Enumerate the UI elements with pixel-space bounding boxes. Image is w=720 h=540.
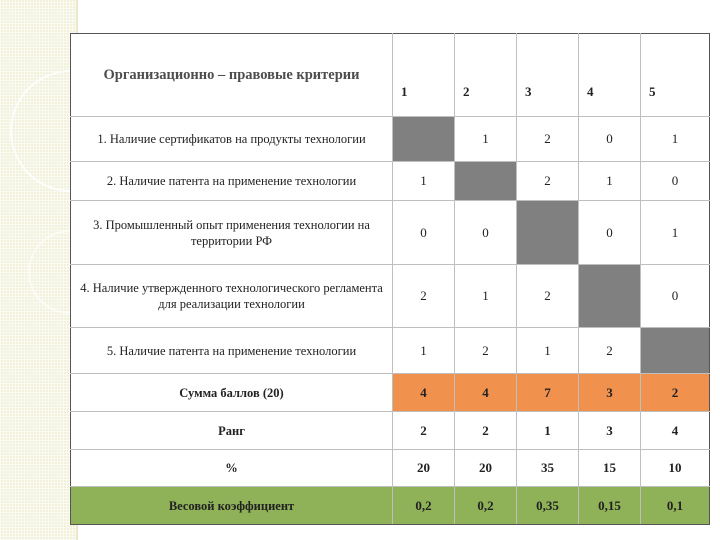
percent-cell: 35 bbox=[516, 449, 579, 487]
table-cell: 2 bbox=[392, 264, 455, 328]
column-header: 4 bbox=[578, 33, 641, 117]
percent-cell: 20 bbox=[392, 449, 455, 487]
row-label: Весовой коэффициент bbox=[70, 486, 393, 525]
column-header: 3 bbox=[516, 33, 579, 117]
rank-cell: 2 bbox=[454, 411, 517, 450]
table-cell: 2 bbox=[516, 264, 579, 328]
row-label: 4. Наличие утвержденного технологическог… bbox=[70, 264, 393, 328]
table-cell: 1 bbox=[640, 116, 710, 162]
weight-row: Весовой коэффициент 0,2 0,2 0,35 0,15 0,… bbox=[70, 486, 710, 525]
table-cell: 1 bbox=[454, 116, 517, 162]
rank-cell: 2 bbox=[392, 411, 455, 450]
percent-cell: 10 bbox=[640, 449, 710, 487]
sum-cell: 2 bbox=[640, 373, 710, 412]
table-cell: 1 bbox=[454, 264, 517, 328]
weight-cell: 0,15 bbox=[578, 486, 641, 525]
table-cell: 1 bbox=[516, 327, 579, 374]
rank-cell: 4 bbox=[640, 411, 710, 450]
diagonal-cell bbox=[640, 327, 710, 374]
row-label: 3. Промышленный опыт применения технолог… bbox=[70, 200, 393, 265]
table-row: 5. Наличие патента на применение техноло… bbox=[70, 327, 710, 374]
table-cell: 0 bbox=[392, 200, 455, 265]
table-cell: 2 bbox=[578, 327, 641, 374]
table-row: 2. Наличие патента на применение техноло… bbox=[70, 161, 710, 201]
table-cell: 1 bbox=[392, 161, 455, 201]
diagonal-cell bbox=[392, 116, 455, 162]
diagonal-cell bbox=[454, 161, 517, 201]
sum-row: Сумма баллов (20) 4 4 7 3 2 bbox=[70, 373, 710, 412]
sum-cell: 7 bbox=[516, 373, 579, 412]
weight-cell: 0,35 bbox=[516, 486, 579, 525]
table-cell: 1 bbox=[640, 200, 710, 265]
rank-row: Ранг 2 2 1 3 4 bbox=[70, 411, 710, 450]
table-row: 1. Наличие сертификатов на продукты техн… bbox=[70, 116, 710, 162]
table-cell: 2 bbox=[454, 327, 517, 374]
decorative-side-panel bbox=[0, 0, 132, 540]
percent-row: % 20 20 35 15 10 bbox=[70, 449, 710, 487]
row-label: % bbox=[70, 449, 393, 487]
table-header-row: Организационно – правовые критерии 1 2 3… bbox=[70, 33, 710, 117]
row-label: Сумма баллов (20) bbox=[70, 373, 393, 412]
table-cell: 1 bbox=[392, 327, 455, 374]
column-header: 2 bbox=[454, 33, 517, 117]
table-cell: 0 bbox=[640, 264, 710, 328]
diagonal-cell bbox=[578, 264, 641, 328]
rank-cell: 3 bbox=[578, 411, 641, 450]
sum-cell: 4 bbox=[392, 373, 455, 412]
row-label: 5. Наличие патента на применение техноло… bbox=[70, 327, 393, 374]
sum-cell: 3 bbox=[578, 373, 641, 412]
sum-cell: 4 bbox=[454, 373, 517, 412]
table-cell: 2 bbox=[516, 116, 579, 162]
diagonal-cell bbox=[516, 200, 579, 265]
header-criteria-title: Организационно – правовые критерии bbox=[70, 33, 393, 117]
table-cell: 0 bbox=[454, 200, 517, 265]
column-header: 1 bbox=[392, 33, 455, 117]
table-cell: 0 bbox=[640, 161, 710, 201]
row-label: 2. Наличие патента на применение техноло… bbox=[70, 161, 393, 201]
table-row: 4. Наличие утвержденного технологическог… bbox=[70, 264, 710, 328]
weight-cell: 0,2 bbox=[392, 486, 455, 525]
rank-cell: 1 bbox=[516, 411, 579, 450]
table-row: 3. Промышленный опыт применения технолог… bbox=[70, 200, 710, 265]
criteria-comparison-table: Организационно – правовые критерии 1 2 3… bbox=[70, 33, 710, 525]
percent-cell: 15 bbox=[578, 449, 641, 487]
percent-cell: 20 bbox=[454, 449, 517, 487]
row-label: 1. Наличие сертификатов на продукты техн… bbox=[70, 116, 393, 162]
table-cell: 2 bbox=[516, 161, 579, 201]
weight-cell: 0,1 bbox=[640, 486, 710, 525]
table-cell: 0 bbox=[578, 200, 641, 265]
weight-cell: 0,2 bbox=[454, 486, 517, 525]
table-cell: 1 bbox=[578, 161, 641, 201]
table-cell: 0 bbox=[578, 116, 641, 162]
row-label: Ранг bbox=[70, 411, 393, 450]
column-header: 5 bbox=[640, 33, 710, 117]
